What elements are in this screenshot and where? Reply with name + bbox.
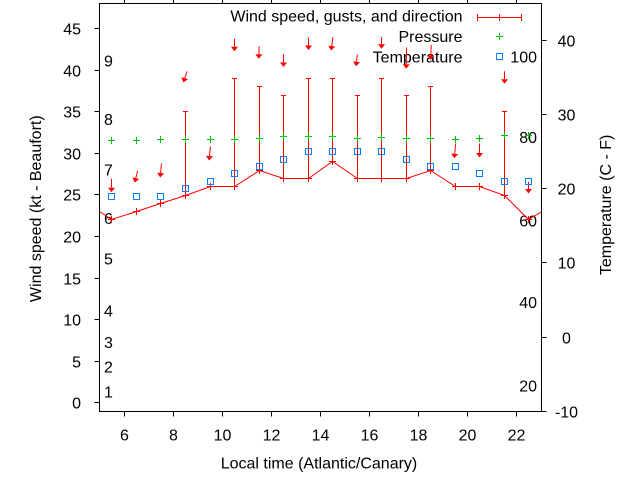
svg-text:45: 45 [63,21,81,38]
svg-text:16: 16 [361,427,379,444]
svg-text:6: 6 [120,427,129,444]
svg-text:20: 20 [459,427,477,444]
svg-text:0: 0 [562,330,571,347]
svg-text:8: 8 [104,112,113,129]
svg-text:-10: -10 [555,404,578,421]
svg-text:0: 0 [72,395,81,412]
svg-text:10: 10 [63,312,81,329]
svg-text:40: 40 [558,33,576,50]
svg-text:3: 3 [104,335,113,352]
svg-text:40: 40 [519,295,537,312]
svg-text:20: 20 [63,229,81,246]
svg-text:2: 2 [104,360,113,377]
svg-text:10: 10 [558,255,576,272]
svg-text:Temperature (C - F): Temperature (C - F) [598,135,615,275]
svg-text:5: 5 [72,354,81,371]
svg-text:Local time (Atlantic/Canary): Local time (Atlantic/Canary) [221,456,418,473]
svg-text:4: 4 [104,303,113,320]
svg-text:15: 15 [63,271,81,288]
svg-text:12: 12 [263,427,281,444]
svg-text:Wind speed, gusts, and directi: Wind speed, gusts, and direction [230,8,462,25]
svg-text:35: 35 [63,104,81,121]
svg-text:30: 30 [558,107,576,124]
svg-text:30: 30 [63,146,81,163]
svg-text:9: 9 [104,53,113,70]
svg-text:1: 1 [104,384,113,401]
svg-text:25: 25 [63,187,81,204]
svg-text:Pressure: Pressure [398,29,462,46]
svg-text:5: 5 [104,251,113,268]
svg-text:18: 18 [410,427,428,444]
svg-text:8: 8 [169,427,178,444]
svg-text:Wind speed (kt - Beaufort): Wind speed (kt - Beaufort) [28,115,45,302]
svg-text:100: 100 [510,49,537,66]
svg-text:14: 14 [312,427,330,444]
svg-text:40: 40 [63,63,81,80]
svg-text:Temperature: Temperature [373,50,463,67]
svg-text:7: 7 [104,162,113,179]
svg-text:10: 10 [214,427,232,444]
svg-text:20: 20 [519,379,537,396]
svg-text:22: 22 [508,427,526,444]
svg-text:20: 20 [558,181,576,198]
